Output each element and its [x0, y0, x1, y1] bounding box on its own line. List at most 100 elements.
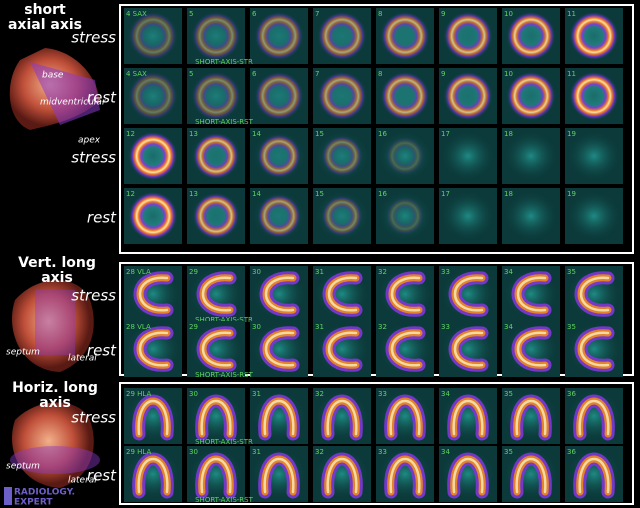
row-caption: SHORT-AXIS-STR: [195, 316, 253, 324]
frame-label: 30: [252, 268, 261, 276]
frame-label: 33: [441, 323, 450, 331]
frame-label: 16: [378, 130, 387, 138]
slice-image: [570, 72, 618, 120]
slice-image: [192, 12, 240, 60]
frame-label: 36: [567, 390, 576, 398]
frame-label: 15: [315, 190, 324, 198]
myocardium-core: [138, 276, 169, 312]
row-label: rest: [87, 467, 117, 485]
slice-glow: [568, 132, 620, 180]
slice-image: [384, 452, 426, 499]
myocardium-core: [390, 276, 421, 312]
myocardium-core: [326, 399, 358, 436]
myocardium-core: [389, 457, 421, 494]
slice-image: [448, 271, 489, 317]
slice-image: [385, 196, 425, 236]
slice-image: [132, 394, 174, 441]
myocardium-core: [263, 457, 295, 494]
slice-image: [322, 326, 363, 372]
frame-label: 32: [315, 390, 324, 398]
myocardium-core: [453, 331, 484, 367]
section-title: short axial axis: [7, 2, 82, 33]
frame-label: 17: [441, 130, 450, 138]
myocardium-core: [453, 276, 484, 312]
myocardium-core: [201, 331, 232, 367]
slice-glow: [568, 192, 620, 240]
slice-image: [257, 194, 301, 238]
frame-label: 34: [441, 448, 450, 456]
row-caption: SHORT-AXIS-RST: [195, 118, 254, 126]
frame-label: 13: [189, 190, 198, 198]
frame-label: 29 HLA: [126, 390, 151, 398]
heart-label: apex: [78, 136, 101, 146]
row-label: stress: [71, 149, 116, 167]
frame-label: 30: [189, 448, 198, 456]
frame-label: 29 HLA: [126, 448, 151, 456]
frame-label: 7: [315, 70, 319, 78]
slice-image: [381, 72, 429, 120]
frame-label: 9: [441, 70, 445, 78]
myocardium-core: [138, 331, 169, 367]
frame-label: 34: [504, 268, 513, 276]
frame-label: 33: [441, 268, 450, 276]
myocardium-core: [327, 331, 358, 367]
slice-image: [321, 135, 363, 177]
slice-image: [510, 394, 552, 441]
slice-image: [255, 12, 303, 60]
frame-label: 35: [504, 390, 513, 398]
slice-image: [510, 452, 552, 499]
slice-image: [444, 12, 492, 60]
slice-image: [195, 452, 237, 499]
myocardium-core: [263, 399, 295, 436]
slice-image: [255, 72, 303, 120]
frame-label: 19: [567, 190, 576, 198]
frame-label: 28 VLA: [126, 268, 151, 276]
frame-label: 31: [252, 448, 261, 456]
frame-label: 28 VLA: [126, 323, 151, 331]
frame-label: 31: [252, 390, 261, 398]
frame-label: 4 SAX: [126, 10, 147, 18]
frame-label: 16: [378, 190, 387, 198]
panel-frame: [119, 382, 634, 505]
slice-image: [321, 394, 363, 441]
panel-frame: [119, 4, 634, 254]
slice-image: [573, 452, 615, 499]
slice-image: [570, 12, 618, 60]
slice-image: [385, 326, 426, 372]
frame-label: 35: [567, 323, 576, 331]
myocardium-core: [200, 399, 232, 436]
heart-illustration: [9, 48, 101, 130]
slice-image: [511, 326, 552, 372]
section-title: Vert. long axis: [18, 255, 96, 286]
myocardium-core: [201, 276, 232, 312]
row-label: rest: [87, 209, 117, 227]
row-label: stress: [71, 29, 116, 47]
row-label: rest: [87, 89, 117, 107]
slice-image: [257, 134, 301, 178]
slice-image: [129, 12, 177, 60]
frame-label: 29: [189, 323, 198, 331]
heart-illustration: [10, 402, 100, 488]
slice-image: [447, 452, 489, 499]
frame-label: 33: [378, 390, 387, 398]
slice-image: [318, 12, 366, 60]
frame-label: 6: [252, 10, 257, 18]
slice-image: [385, 136, 425, 176]
slice-image: [322, 271, 363, 317]
heart-label: midventricular: [40, 98, 107, 108]
myocardium-core: [200, 457, 232, 494]
row-caption: SHORT-AXIS-RST: [195, 496, 254, 504]
slice-image: [129, 132, 177, 180]
slice-glow: [442, 132, 494, 180]
slice-image: [196, 326, 237, 372]
myocardium-core: [516, 331, 547, 367]
frame-label: 5: [189, 10, 193, 18]
slice-image: [259, 326, 300, 372]
slice-image: [507, 72, 555, 120]
slice-image: [193, 133, 239, 179]
slice-image: [321, 452, 363, 499]
frame-label: 30: [252, 323, 261, 331]
myocardium-core: [578, 457, 610, 494]
